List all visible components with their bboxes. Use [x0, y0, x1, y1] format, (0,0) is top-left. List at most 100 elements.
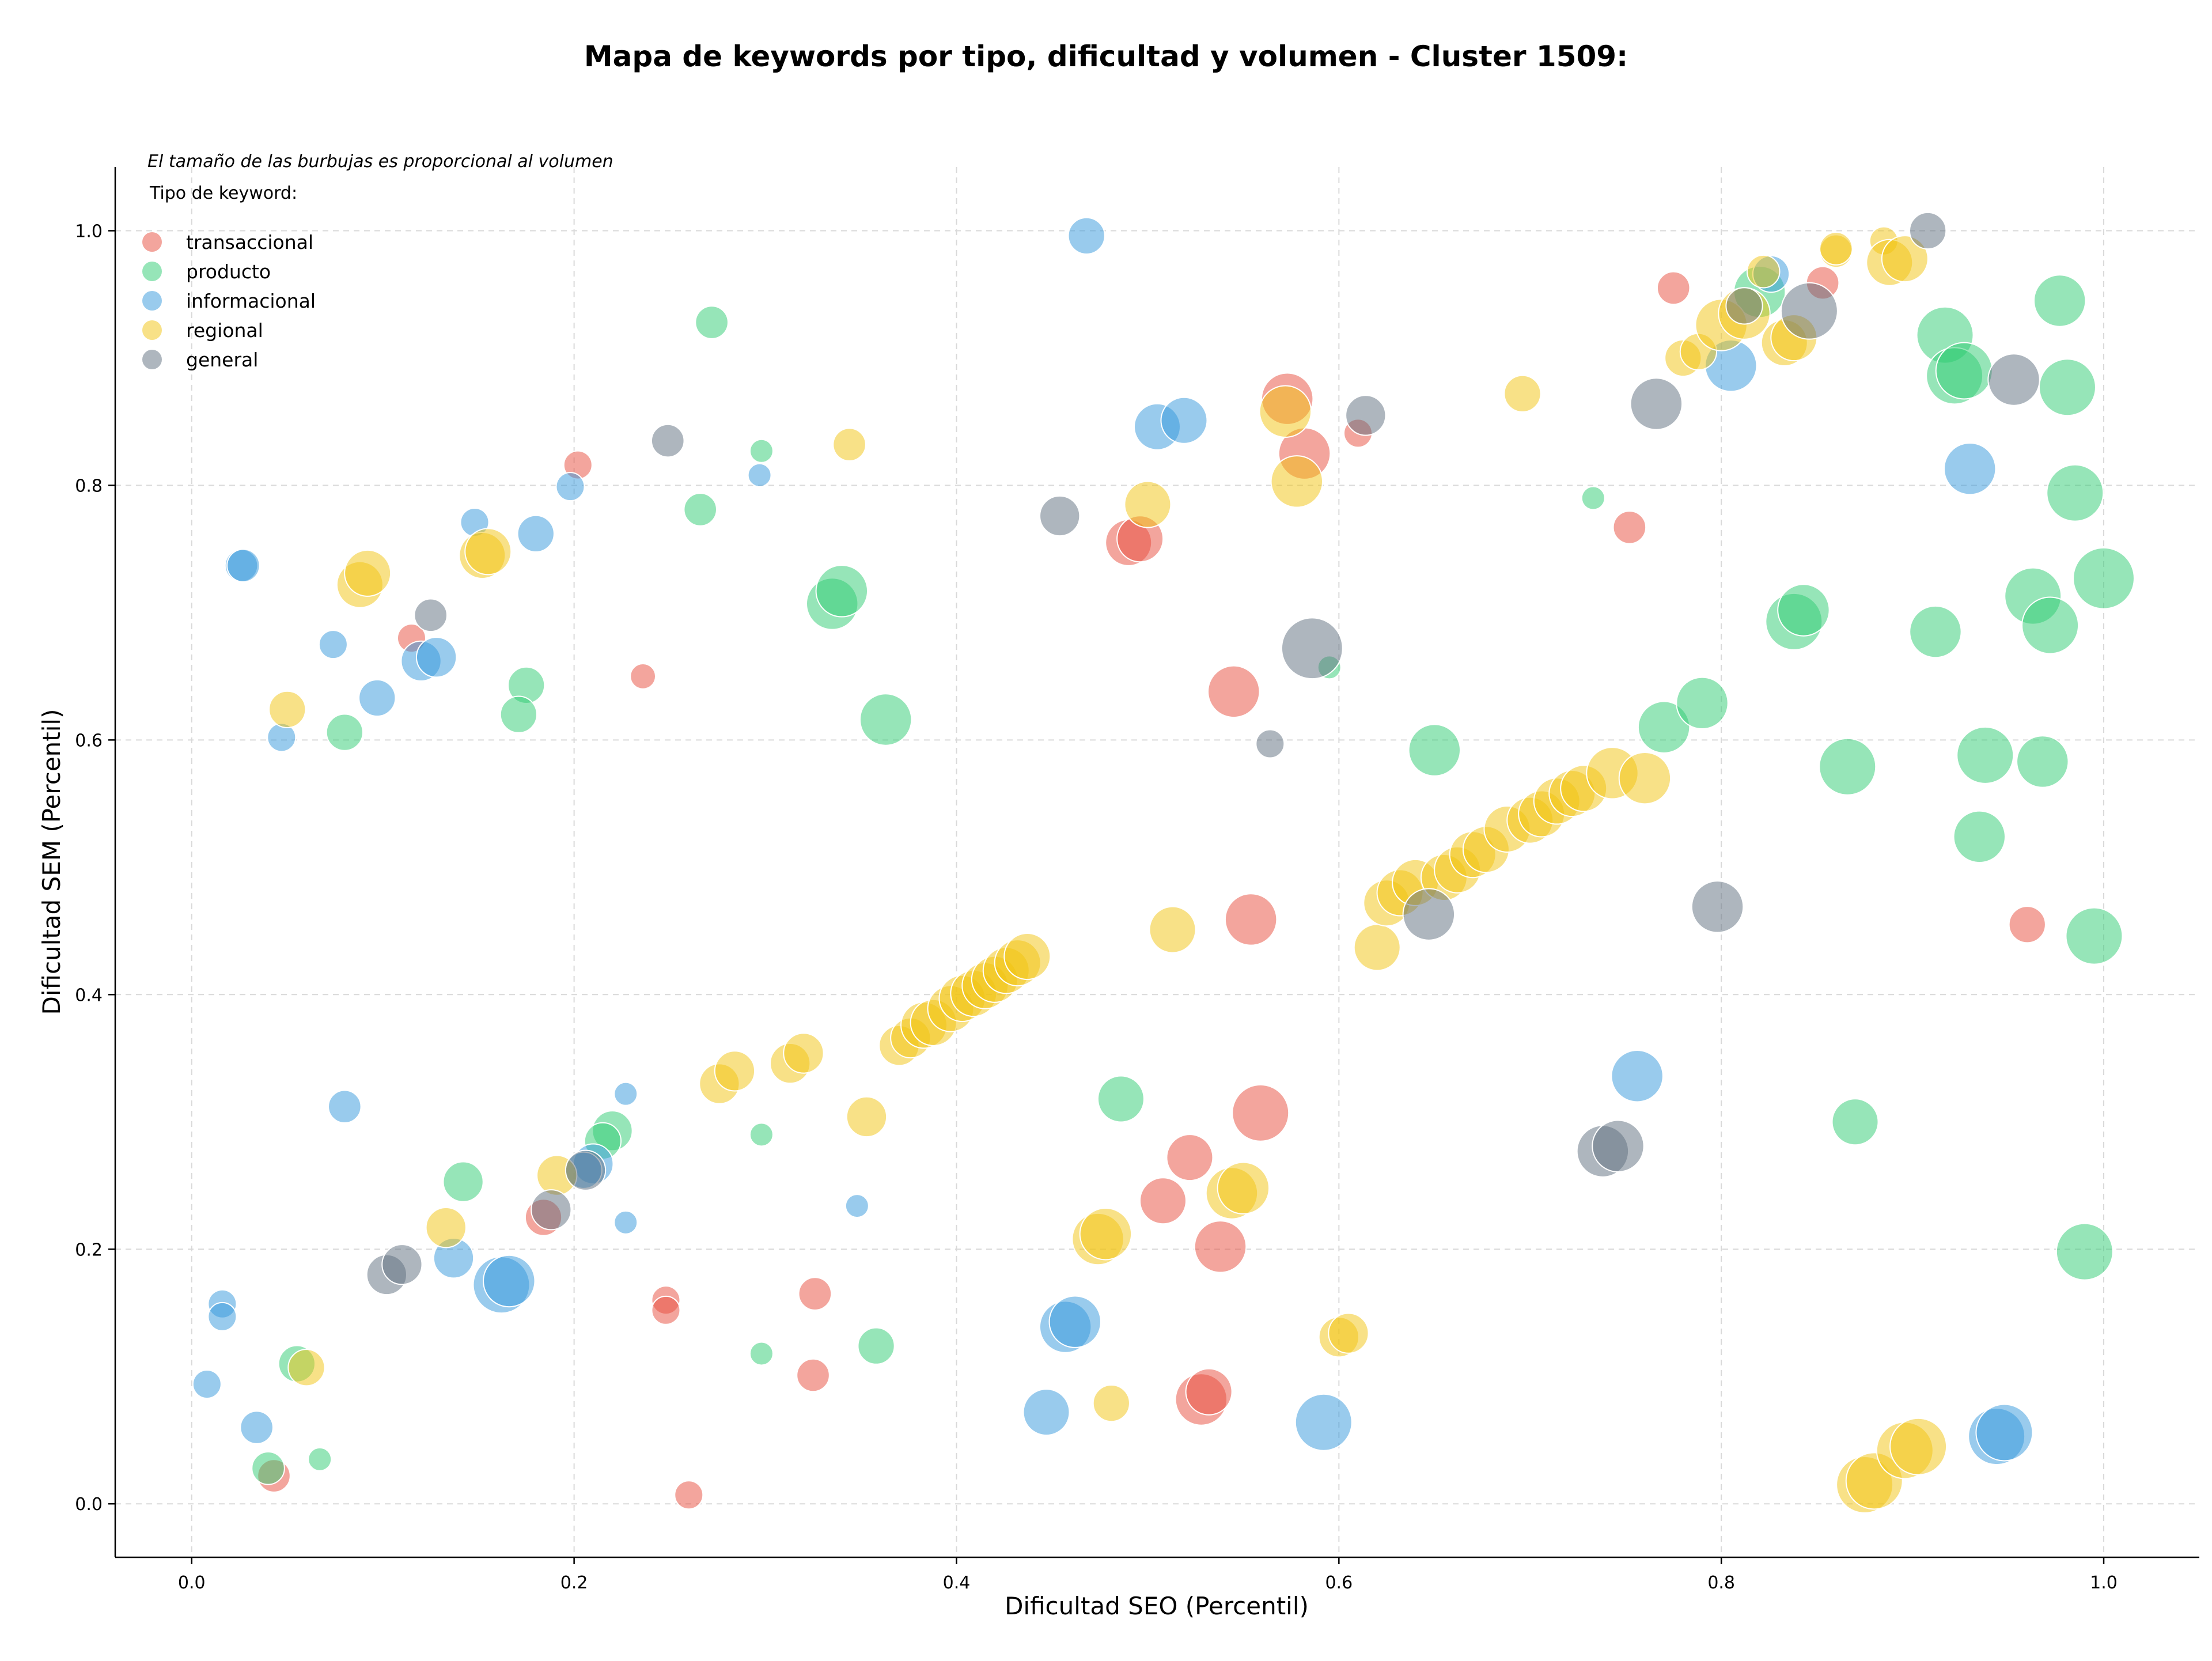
legend-marker-regional — [142, 320, 162, 340]
legend-label-general: general — [186, 349, 258, 371]
bubble-informacional — [1048, 1295, 1101, 1348]
bubble-producto — [1909, 605, 1962, 659]
bubble-transaccional — [1194, 1220, 1247, 1273]
bubble-regional — [464, 528, 512, 576]
bubble-transaccional — [1166, 1134, 1214, 1182]
legend-label-transaccional: transaccional — [186, 231, 313, 253]
bubble-transaccional — [2008, 906, 2046, 944]
bubble-producto — [1637, 701, 1691, 754]
y-axis-ticks: 0.0 0.2 0.4 0.6 0.8 1.0 — [75, 221, 115, 1515]
grid-lines — [115, 167, 2199, 1557]
bubble-general — [381, 1244, 423, 1285]
bubble-informacional — [358, 679, 396, 717]
bubble-producto — [683, 493, 717, 527]
bubble-producto — [749, 438, 774, 463]
bubble-producto — [442, 1161, 484, 1202]
bubble-general — [1725, 287, 1763, 325]
bubble-regional — [1259, 385, 1312, 438]
bubble-producto — [1935, 342, 1993, 400]
x-tick-label: 0.8 — [1707, 1573, 1735, 1593]
legend-title: Tipo de keyword: — [149, 183, 297, 203]
bubble-regional — [783, 1032, 824, 1074]
bubble-producto — [325, 713, 363, 751]
bubble-informacional — [207, 1301, 237, 1331]
bubble-producto — [749, 1341, 774, 1366]
bubble-producto — [1676, 676, 1729, 730]
bubble-producto — [1956, 726, 2014, 784]
bubble-informacional — [415, 637, 457, 678]
bubble-informacional — [613, 1081, 638, 1106]
bubble-regional — [1079, 1208, 1132, 1261]
bubble-transaccional — [798, 1277, 832, 1311]
bubble-regional — [1092, 1384, 1130, 1422]
legend-marker-general — [142, 350, 162, 369]
legend-marker-transaccional — [142, 232, 162, 252]
bubble-producto — [499, 695, 537, 733]
bubble-producto — [2021, 596, 2080, 654]
bubble-informacional — [1294, 1393, 1353, 1451]
bubble-informacional — [318, 630, 348, 660]
bubble-regional — [1149, 906, 1196, 954]
bubble-informacional — [483, 1254, 536, 1308]
bubble-general — [650, 423, 685, 458]
legend: transaccional producto informacional region… — [142, 231, 316, 371]
bubble-regional — [1503, 374, 1541, 413]
bubble-general — [1592, 1119, 1645, 1172]
x-tick-label: 1.0 — [2090, 1573, 2118, 1593]
bubble-regional — [846, 1096, 888, 1138]
chart-title: Mapa de keywords por tipo, dificultad y … — [584, 40, 1628, 73]
bubble-regional — [1618, 751, 1672, 805]
x-tick-label: 0.6 — [1325, 1573, 1353, 1593]
legend-label-regional: regional — [186, 319, 263, 342]
legend-label-informacional: informacional — [186, 290, 316, 312]
bubble-regional — [1270, 455, 1324, 508]
bubble-regional — [268, 690, 306, 728]
bubble-general — [1281, 617, 1343, 680]
y-tick-label: 1.0 — [75, 221, 103, 241]
bubble-transaccional — [651, 1295, 681, 1325]
bubble-regional — [287, 1349, 325, 1387]
legend-marker-producto — [142, 262, 162, 281]
bubble-regional — [1003, 933, 1051, 981]
bubble-regional — [1353, 924, 1401, 971]
bubble-regional — [1217, 1161, 1270, 1214]
bubble-general — [1402, 888, 1456, 941]
bubble-producto — [1097, 1075, 1145, 1123]
bubble-regional — [1746, 254, 1781, 289]
bubble-transaccional — [1612, 510, 1647, 544]
bubble-informacional — [226, 548, 260, 582]
bubble-producto — [2055, 1223, 2113, 1281]
bubble-producto — [1408, 724, 1461, 777]
bubble-producto — [749, 1122, 774, 1147]
bubble-regional — [1819, 232, 1853, 266]
bubble-producto — [2046, 464, 2104, 522]
bubble-general — [1780, 282, 1838, 340]
bubble-producto — [1831, 1098, 1879, 1146]
bubble-informacional — [1611, 1050, 1664, 1103]
x-axis-label: Dificultad SEO (Percentil) — [1005, 1592, 1309, 1620]
bubble-regional — [1124, 480, 1172, 528]
y-axis-label: Dificultad SEM (Percentil) — [37, 709, 66, 1015]
x-axis-ticks: 0.0 0.2 0.4 0.6 0.8 1.0 — [178, 1557, 2118, 1593]
y-tick-label: 0.6 — [75, 731, 103, 751]
y-tick-label: 0.0 — [75, 1494, 103, 1515]
bubble-producto — [1953, 810, 2006, 864]
bubble-transaccional — [1139, 1177, 1187, 1225]
bubble-general — [1345, 395, 1387, 436]
bubble-general — [531, 1189, 572, 1231]
bubble-informacional — [1160, 396, 1208, 444]
bubble-transaccional — [630, 663, 657, 690]
bubble-informacional — [613, 1210, 638, 1235]
bubble-transaccional — [1232, 1084, 1290, 1142]
x-tick-label: 0.0 — [178, 1573, 206, 1593]
bubble-transaccional — [674, 1480, 704, 1510]
series-general — [366, 211, 2040, 1296]
bubble-layer — [192, 211, 2135, 1514]
bubble-informacional — [844, 1194, 869, 1219]
bubble-transaccional — [1185, 1368, 1233, 1416]
bubble-general — [1691, 880, 1744, 933]
y-tick-label: 0.8 — [75, 476, 103, 496]
bubble-producto — [857, 1327, 895, 1365]
bubble-producto — [815, 565, 869, 618]
